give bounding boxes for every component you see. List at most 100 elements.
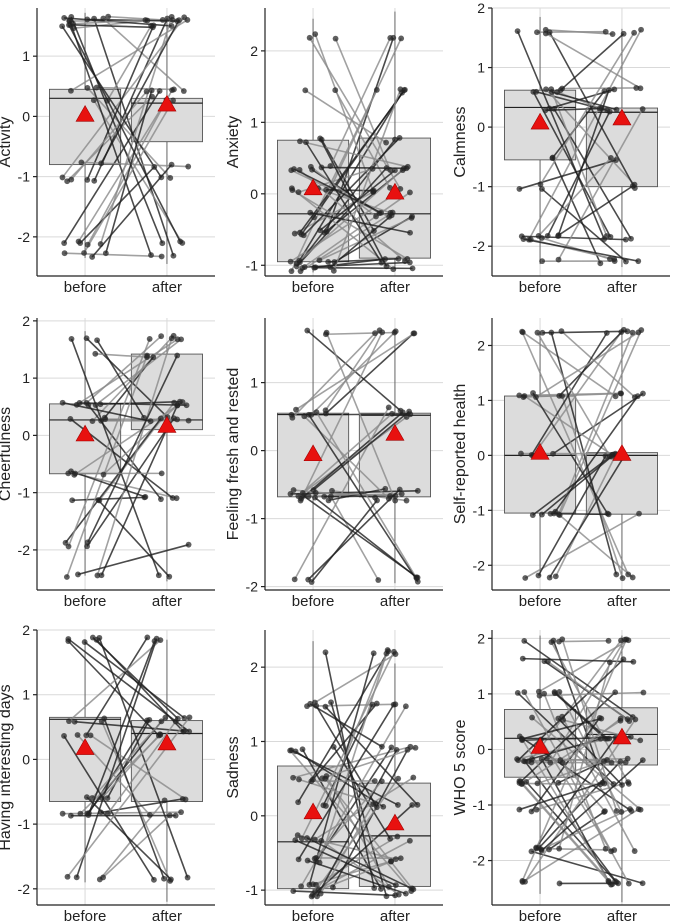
pair-line (522, 657, 634, 663)
data-point-before (97, 241, 104, 247)
pair-line (309, 703, 383, 748)
pair-line (319, 138, 388, 267)
data-point-before (555, 511, 562, 518)
data-point-after (411, 330, 418, 337)
data-point-after (383, 893, 390, 900)
data-point-after (613, 106, 620, 113)
data-point-before (295, 493, 302, 500)
data-point-after (632, 716, 639, 723)
data-point-before (559, 759, 566, 766)
panel-anxiety: -1 0 1 2 before after Anxiety (225, 8, 443, 296)
data-point-before (544, 658, 551, 665)
data-point-before (525, 758, 532, 765)
data-point-after (379, 743, 385, 750)
data-point-before (288, 268, 295, 275)
data-point-after (371, 885, 378, 891)
data-point-after (371, 778, 378, 784)
pair-line (76, 338, 178, 406)
data-point-after (185, 417, 192, 424)
y-tick-label: 1 (250, 375, 258, 391)
data-point-before (100, 471, 107, 478)
pair-line (550, 641, 630, 785)
data-point-before (298, 231, 305, 238)
data-point-before (94, 337, 100, 344)
y-tick-label: -1 (18, 485, 31, 501)
pair-line (311, 778, 399, 896)
data-point-after (410, 886, 417, 893)
data-point-after (383, 165, 390, 171)
pair-line (329, 37, 391, 167)
data-point-before (539, 258, 546, 265)
pair-line (334, 89, 391, 189)
mean-marker-before (75, 738, 95, 755)
pair-line (86, 417, 175, 547)
data-point-before (529, 512, 536, 518)
mean-marker-before (75, 104, 95, 122)
pair-line (314, 33, 375, 192)
y-tick-label: -2 (473, 853, 486, 869)
data-point-before (93, 84, 100, 91)
data-point-after (182, 796, 189, 803)
data-point-after (141, 414, 147, 421)
data-point-before (549, 89, 555, 95)
data-point-before (312, 494, 318, 501)
data-point-before (322, 775, 329, 782)
data-point-after (392, 136, 398, 143)
data-point-before (332, 87, 339, 94)
data-point-after (603, 330, 610, 336)
y-tick-label: -1 (246, 882, 259, 898)
data-point-before (84, 177, 91, 183)
y-tick-label: 1 (22, 687, 30, 703)
y-tick-label: 0 (22, 108, 30, 124)
data-point-before (318, 837, 325, 844)
x-tick-label-before: before (292, 593, 335, 610)
data-point-after (385, 495, 392, 502)
data-point-before (542, 26, 549, 33)
data-point-before (295, 189, 302, 196)
pair-line (293, 168, 382, 214)
pair-line (308, 653, 375, 886)
data-point-after (604, 510, 611, 517)
pair-line (522, 331, 617, 397)
pair-line (63, 735, 155, 881)
data-point-after (383, 263, 390, 270)
data-point-after (629, 574, 636, 581)
data-point-after (159, 240, 166, 247)
data-point-after (174, 402, 181, 409)
data-point-after (142, 17, 149, 23)
y-tick-label: -1 (18, 816, 31, 832)
pair-line (518, 691, 616, 784)
data-point-before (298, 883, 305, 890)
data-point-after (388, 744, 395, 751)
data-point-after (609, 881, 616, 888)
pair-line (530, 332, 608, 456)
data-point-after (185, 163, 192, 170)
pair-line (319, 169, 396, 231)
x-tick-label-after: after (380, 593, 410, 610)
pair-line (302, 416, 408, 494)
pair-line (91, 164, 173, 258)
data-point-after (602, 28, 609, 35)
data-point-after (178, 336, 185, 343)
data-point-after (392, 497, 399, 504)
data-point-after (389, 410, 395, 417)
data-point-after (373, 700, 380, 707)
pair-line (542, 330, 628, 334)
data-point-before (92, 350, 99, 357)
data-point-after (147, 418, 154, 425)
data-point-before (302, 87, 309, 94)
data-point-after (148, 87, 155, 94)
data-point-after (620, 656, 627, 663)
pair-line (300, 211, 394, 272)
data-point-after (392, 882, 399, 888)
data-point-before (534, 329, 541, 336)
data-point-after (409, 265, 416, 272)
data-point-before (81, 250, 87, 256)
data-point-before (94, 572, 101, 579)
data-point-after (413, 574, 420, 581)
data-point-after (604, 735, 611, 742)
pair-line (295, 332, 415, 411)
data-point-before (325, 497, 332, 504)
data-point-before (67, 812, 74, 819)
data-point-before (287, 747, 294, 754)
